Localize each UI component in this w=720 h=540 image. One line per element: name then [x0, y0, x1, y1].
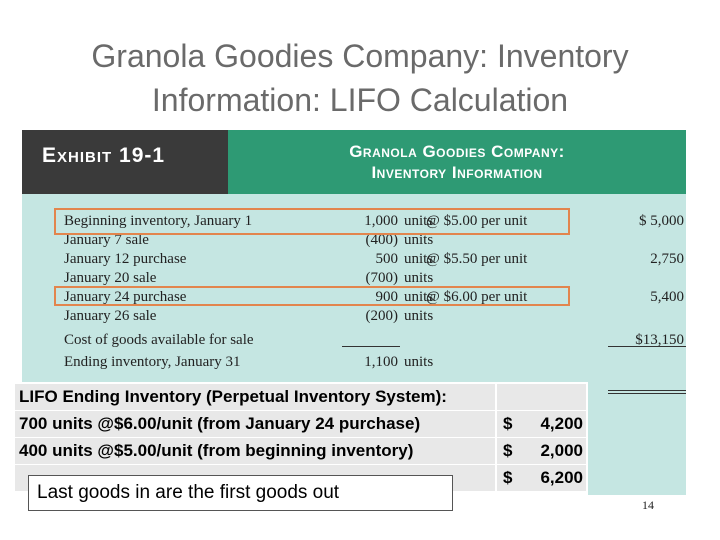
- row-description: January 20 sale: [64, 270, 157, 286]
- row-quantity: 500: [375, 251, 399, 267]
- row-quantity: 1,100: [364, 354, 398, 370]
- row-total: $ 5,000: [639, 213, 684, 229]
- lifo-column-divider: [495, 384, 497, 492]
- row-total: $13,150: [635, 332, 684, 348]
- row-total: 2,750: [650, 251, 684, 267]
- row-quantity: (200): [365, 308, 399, 324]
- row-description: Beginning inventory, January 1: [64, 213, 253, 229]
- slide-title-line-2: Information: LIFO Calculation: [151, 82, 569, 118]
- lifo-row: 400 units @$5.00/unit (from beginning in…: [15, 438, 586, 465]
- lifo-label: LIFO Ending Inventory (Perpetual Invento…: [19, 387, 447, 406]
- row-description: January 12 purchase: [64, 251, 187, 267]
- subtotal-underline: [342, 346, 400, 347]
- highlight-january-24-purchase: [54, 286, 570, 306]
- row-quantity: (700): [365, 270, 399, 286]
- row-description: January 26 sale: [64, 308, 157, 324]
- row-unit-price: @ $6.00 per unit: [426, 289, 528, 305]
- lifo-amount: 2,000: [540, 441, 583, 460]
- lifo-row: 700 units @$6.00/unit (from January 24 p…: [15, 411, 586, 438]
- row-quantity: (400): [365, 232, 399, 248]
- lifo-label: 400 units @$5.00/unit (from beginning in…: [19, 441, 414, 460]
- lifo-dollar-sign: $: [503, 468, 513, 487]
- row-description: January 24 purchase: [64, 289, 187, 305]
- row-units: units: [404, 251, 434, 267]
- lifo-row: LIFO Ending Inventory (Perpetual Invento…: [15, 384, 586, 411]
- row-units: units: [404, 308, 434, 324]
- row-quantity: 1,000: [364, 213, 398, 229]
- row-total: 5,400: [650, 289, 684, 305]
- total-double-underline: [608, 393, 686, 394]
- total-double-underline: [608, 390, 686, 391]
- slide-title: Granola Goodies Company: Inventory Infor…: [0, 34, 720, 122]
- lifo-total-amount: 6,200: [540, 468, 583, 487]
- row-unit-price: @ $5.00 per unit: [426, 213, 528, 229]
- lifo-dollar-sign: $: [503, 414, 513, 433]
- row-description: January 7 sale: [64, 232, 149, 248]
- highlight-beginning-inventory: [54, 208, 570, 235]
- lifo-label: 700 units @$6.00/unit (from January 24 p…: [19, 414, 421, 433]
- row-unit-price: @ $5.50 per unit: [426, 251, 528, 267]
- row-units: units: [404, 354, 434, 370]
- row-units: units: [404, 289, 434, 305]
- slide-title-line-1: Granola Goodies Company: Inventory: [91, 38, 629, 74]
- row-units: units: [404, 232, 434, 248]
- exhibit-heading-line-2: Inventory Information: [371, 163, 543, 182]
- exhibit-heading-line-1: Granola Goodies Company:: [349, 142, 565, 161]
- lifo-dollar-sign: $: [503, 441, 513, 460]
- page-number: 14: [642, 498, 654, 512]
- exhibit-label: Exhibit 19-1: [22, 130, 228, 194]
- lifo-amount: 4,200: [540, 414, 583, 433]
- row-units: units: [404, 270, 434, 286]
- row-units: units: [404, 213, 434, 229]
- row-description: Cost of goods available for sale: [64, 332, 254, 348]
- row-description: Ending inventory, January 31: [64, 354, 241, 370]
- callout-box: Last goods in are the first goods out: [28, 475, 453, 511]
- row-quantity: 900: [375, 289, 399, 305]
- subtotal-underline: [608, 346, 686, 347]
- exhibit-heading: Granola Goodies Company: Inventory Infor…: [228, 130, 686, 194]
